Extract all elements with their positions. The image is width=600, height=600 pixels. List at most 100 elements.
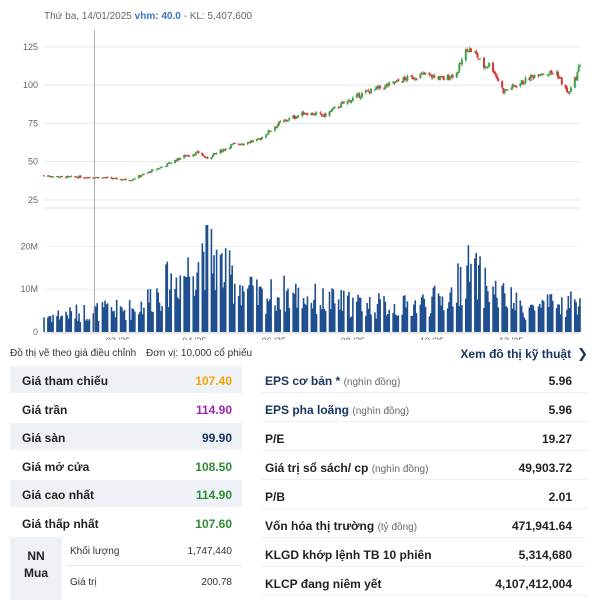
candle-body	[83, 177, 86, 179]
volume-bar	[557, 304, 559, 332]
volume-bar	[502, 283, 505, 332]
volume-bar	[157, 292, 160, 332]
candle-body	[75, 176, 78, 178]
candle-body	[423, 72, 426, 75]
candle-body	[468, 48, 471, 52]
candle-body	[228, 147, 231, 149]
candle-body	[432, 75, 435, 78]
candle-body	[259, 139, 262, 141]
volume-bar	[331, 288, 333, 332]
candle-body	[410, 75, 413, 77]
volume-bar	[296, 307, 298, 332]
volume-bar	[405, 307, 407, 332]
candle-body	[573, 77, 576, 88]
volume-bar	[88, 319, 91, 332]
volume-bar	[487, 291, 489, 332]
candle-body	[222, 149, 225, 152]
volume-bar	[555, 308, 558, 332]
candle-body	[579, 65, 581, 67]
candle-body	[176, 157, 179, 162]
volume-bar	[239, 284, 241, 332]
volume-bar	[357, 294, 359, 332]
candle-body	[76, 177, 79, 179]
candle-body	[192, 154, 195, 157]
volume-bar	[269, 299, 271, 332]
volume-bar	[143, 307, 145, 332]
candle-body	[455, 72, 458, 78]
volume-bar	[224, 248, 227, 332]
candle-body	[115, 177, 118, 180]
volume-bar	[110, 306, 113, 332]
volume-bar	[376, 304, 379, 332]
candle-body	[285, 119, 288, 121]
volume-bar	[285, 291, 288, 332]
candle-body	[437, 76, 440, 80]
volume-bar	[333, 303, 336, 332]
volume-bar	[95, 306, 97, 332]
chart-canvas[interactable]: 125 100 75 50 25 20M 10M 0 02 '25 04 '25 06 '25 08 …	[0, 0, 600, 340]
volume-bar	[532, 305, 535, 332]
candle-body	[179, 158, 182, 160]
candle-body	[215, 153, 218, 155]
volume-bar	[305, 305, 307, 332]
candle-body	[246, 142, 249, 145]
volume-bar	[232, 303, 235, 332]
candle-body	[242, 144, 245, 146]
volume-bar	[365, 316, 367, 332]
candle-body	[564, 84, 567, 89]
price-row-value: 107.40	[195, 374, 232, 388]
candle-body	[322, 115, 325, 117]
volume-bar	[385, 315, 388, 332]
candle-body	[484, 66, 487, 69]
volume-bar	[86, 319, 88, 332]
candle-body	[275, 126, 278, 128]
volume-bar	[576, 314, 579, 332]
volume-bar	[523, 317, 525, 332]
volume-bar	[140, 301, 143, 332]
candle-body	[142, 173, 145, 175]
price-row-label: Giá tham chiếu	[22, 374, 109, 388]
volume-bar	[124, 320, 127, 332]
candle-body	[139, 175, 142, 177]
candle-body	[105, 177, 108, 179]
candle-body	[566, 87, 569, 93]
candle-body	[546, 74, 549, 76]
volume-bar	[537, 306, 540, 332]
volume-bar	[350, 316, 353, 332]
volume-bar	[115, 299, 118, 332]
candle-body	[405, 78, 408, 81]
technical-chart-link[interactable]: Xem đồ thị kỹ thuật ❯	[460, 346, 588, 362]
volume-bar	[440, 305, 442, 332]
price-volume-chart[interactable]: 125 100 75 50 25 20M 10M 0 02 '25 04 '25 06 '25 08 …	[0, 0, 600, 340]
volume-bar	[102, 307, 105, 332]
candle-body	[74, 176, 77, 178]
volume-bar	[358, 297, 361, 332]
volume-bar	[123, 309, 126, 332]
volume-bar	[529, 304, 532, 332]
candle-body	[88, 177, 91, 179]
candle-body	[49, 176, 52, 178]
fundamental-unit: (nghìn đồng)	[343, 377, 401, 388]
candle-body	[497, 78, 500, 81]
candle-body	[137, 175, 140, 179]
volume-bar	[188, 276, 191, 332]
volume-bar	[270, 279, 272, 332]
volume-bar	[105, 304, 108, 332]
fundamental-label-text: EPS pha loãng	[265, 403, 350, 417]
hover-price: 40.0	[161, 11, 181, 22]
candle-body	[467, 51, 470, 53]
candle-body	[188, 155, 191, 157]
volume-bar	[276, 297, 279, 332]
candle-body	[305, 113, 308, 115]
candle-body	[576, 71, 579, 81]
volume-bar	[341, 310, 344, 332]
x-tick-label: 06 '25	[262, 336, 286, 340]
candle-body	[396, 79, 399, 82]
volume-bar	[484, 267, 487, 332]
candle-body	[277, 121, 280, 126]
candle-body	[276, 124, 279, 128]
candle-body	[320, 113, 323, 116]
volume-bar	[131, 308, 134, 332]
volume-bar	[406, 301, 409, 332]
volume-bar	[432, 287, 435, 332]
